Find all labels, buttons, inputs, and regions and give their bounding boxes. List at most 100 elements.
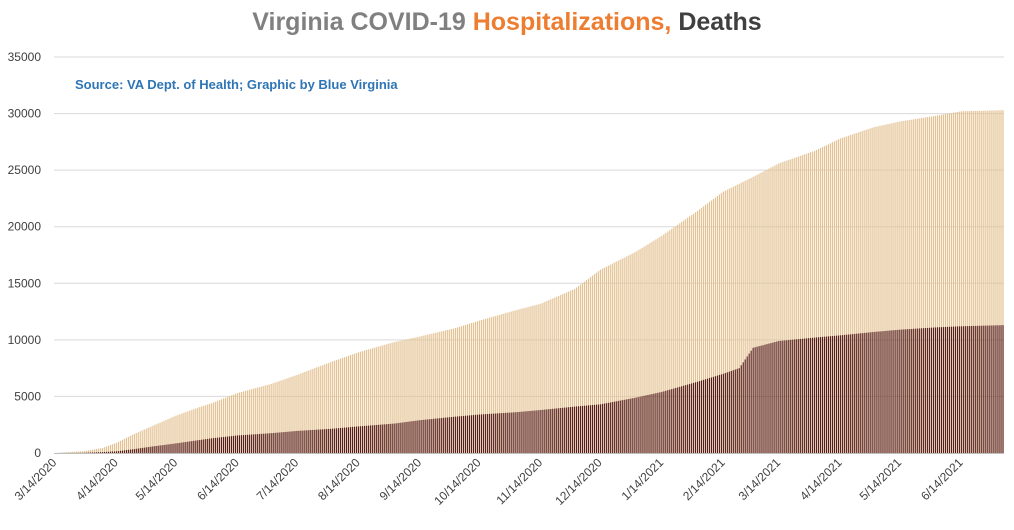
hospitalizations-bar: [288, 377, 290, 453]
hospitalizations-bar: [375, 347, 377, 453]
hospitalizations-bar: [855, 133, 857, 453]
hospitalizations-bars: [56, 110, 1004, 454]
deaths-bar: [391, 423, 393, 453]
deaths-bar: [268, 433, 270, 453]
hospitalizations-bar: [704, 204, 707, 453]
hospitalizations-bar: [847, 135, 849, 454]
deaths-bar: [157, 445, 159, 453]
deaths-bar: [722, 373, 724, 453]
deaths-bar: [728, 371, 730, 453]
deaths-bar: [714, 376, 717, 453]
deaths-bar: [554, 408, 556, 453]
deaths-bar: [353, 426, 356, 453]
x-tick-label: 8/14/2020: [315, 455, 363, 503]
deaths-bar: [734, 369, 736, 453]
hospitalizations-bar: [490, 317, 492, 453]
hospitalizations-bar: [183, 412, 185, 453]
hospitalizations-bar: [587, 278, 590, 453]
deaths-bar: [464, 415, 467, 453]
deaths-bar: [141, 447, 143, 453]
deaths-bar: [631, 398, 633, 453]
hospitalizations-bar: [627, 255, 629, 453]
deaths-bar: [286, 431, 288, 453]
deaths-bar: [675, 387, 677, 453]
deaths-bar: [986, 325, 988, 453]
deaths-bar: [338, 428, 340, 453]
hospitalizations-bar: [417, 336, 419, 453]
deaths-bar: [925, 328, 927, 453]
hospitalizations-bar: [508, 312, 510, 453]
deaths-bar: [992, 325, 994, 453]
deaths-bar: [577, 406, 580, 453]
hospitalizations-bar: [806, 153, 808, 454]
x-tick-label: 9/14/2020: [377, 455, 425, 503]
deaths-bar: [484, 414, 486, 453]
hospitalizations-bar: [702, 206, 705, 453]
hospitalizations-bar: [443, 330, 445, 453]
hospitalizations-bar: [100, 448, 102, 453]
deaths-bar: [209, 438, 211, 453]
deaths-bar: [546, 409, 548, 453]
deaths-bar: [498, 413, 500, 453]
deaths-bar: [921, 328, 923, 453]
hospitalizations-bar: [881, 125, 883, 453]
hospitalizations-bar: [657, 238, 659, 453]
deaths-bar: [187, 441, 189, 453]
deaths-bar: [332, 428, 334, 453]
deaths-bar: [466, 415, 469, 453]
deaths-bar: [645, 395, 647, 453]
hospitalizations-bar: [845, 136, 847, 453]
hospitalizations-bar: [673, 227, 675, 453]
deaths-bar: [103, 451, 106, 453]
hospitalizations-bar: [466, 324, 469, 453]
hospitalizations-bar: [286, 378, 288, 453]
deaths-bar: [695, 382, 697, 453]
hospitalizations-bar: [403, 339, 405, 453]
hospitalizations-bar: [316, 367, 318, 453]
deaths-bar: [933, 327, 935, 453]
hospitalizations-bar: [290, 377, 292, 453]
deaths-bar: [774, 342, 776, 453]
hospitalizations-bar: [677, 224, 679, 453]
hospitalizations-bar: [349, 355, 352, 453]
deaths-bar: [810, 337, 812, 453]
deaths-bar: [617, 400, 619, 453]
deaths-bar: [671, 389, 673, 453]
hospitalizations-bar: [72, 451, 74, 453]
hospitalizations-bar: [762, 171, 764, 453]
deaths-bar: [667, 390, 669, 453]
deaths-bar: [153, 446, 155, 453]
hospitalizations-bar: [371, 348, 373, 453]
deaths-bar: [931, 327, 933, 453]
deaths-bar: [673, 388, 675, 453]
y-tick-label: 30000: [8, 107, 42, 121]
hospitalizations-bar: [462, 325, 465, 453]
deaths-bar: [814, 337, 816, 453]
hospitalizations-bar: [919, 118, 921, 453]
hospitalizations-bar: [579, 284, 582, 453]
hospitalizations-bar: [661, 235, 663, 453]
deaths-bar: [455, 416, 457, 453]
deaths-bar: [433, 418, 435, 453]
deaths-bar: [518, 411, 520, 453]
hospitalizations-bar: [294, 375, 296, 453]
hospitalizations-bar: [409, 338, 411, 453]
hospitalizations-bar: [871, 127, 873, 453]
hospitalizations-bar: [925, 117, 927, 453]
hospitalizations-bar: [585, 280, 588, 453]
deaths-bar: [538, 410, 540, 453]
hospitalizations-bar: [137, 432, 139, 453]
deaths-bar: [730, 370, 732, 453]
hospitalizations-bar: [90, 449, 92, 453]
deaths-bar: [159, 445, 161, 453]
deaths-bar: [540, 410, 542, 453]
deaths-bar: [107, 451, 110, 453]
hospitalizations-bar: [875, 126, 877, 454]
hospitalizations-bar: [603, 267, 605, 453]
deaths-bar: [341, 427, 344, 453]
hospitalizations-bar: [817, 148, 820, 454]
deaths-bar: [859, 333, 861, 453]
hospitalizations-bar: [532, 305, 534, 453]
hospitalizations-bar: [351, 354, 354, 453]
deaths-bar: [470, 415, 473, 453]
